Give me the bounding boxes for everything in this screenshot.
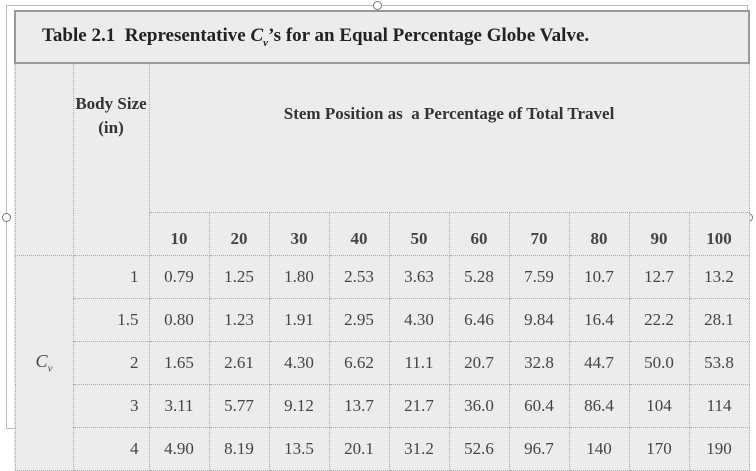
data-row: 3 3.11 5.77 9.12 13.7 21.7 36.0 60.4 86.4 104 114: [15, 384, 750, 428]
corner-cell: [14, 62, 74, 256]
body-size-header: Body Size (in): [72, 62, 150, 256]
row-label: Cv: [14, 255, 74, 471]
cv-value: 8.19: [208, 427, 270, 471]
cv-value: 1.80: [268, 255, 330, 299]
body-size: 1: [72, 255, 150, 299]
cv-value: 11.1: [388, 341, 450, 385]
cv-value: 1.65: [148, 341, 210, 385]
cv-value: 104: [628, 384, 690, 428]
cv-value: 5.77: [208, 384, 270, 428]
stem-header: Stem Position as a Percentage of Total T…: [148, 62, 750, 213]
column-header: 50: [388, 212, 450, 256]
column-header: 80: [568, 212, 630, 256]
cv-value: 13.5: [268, 427, 330, 471]
cv-value: 3.63: [388, 255, 450, 299]
column-header: 70: [508, 212, 570, 256]
cv-value: 1.23: [208, 298, 270, 342]
title-text: ’s for an Equal Percentage Globe Valve.: [268, 25, 590, 47]
cv-value: 13.2: [688, 255, 750, 299]
column-header: 90: [628, 212, 690, 256]
cv-value: 190: [688, 427, 750, 471]
cv-value: 6.46: [448, 298, 510, 342]
cv-value: 21.7: [388, 384, 450, 428]
column-header: 100: [688, 212, 750, 256]
cv-value: 140: [568, 427, 630, 471]
cv-value: 4.30: [268, 341, 330, 385]
cv-value: 20.1: [328, 427, 390, 471]
cv-value: 36.0: [448, 384, 510, 428]
data-row: 2 1.65 2.61 4.30 6.62 11.1 20.7 32.8 44.7 50.0 53.…: [15, 341, 750, 385]
title-symbol: C: [250, 25, 264, 47]
cv-value: 16.4: [568, 298, 630, 342]
column-header: 40: [328, 212, 390, 256]
cv-value: 0.79: [148, 255, 210, 299]
cv-value: 60.4: [508, 384, 570, 428]
cv-value: 86.4: [568, 384, 630, 428]
cv-value: 2.61: [208, 341, 270, 385]
body-size: 3: [72, 384, 150, 428]
data-row: 1.5 0.80 1.23 1.91 2.95 4.30 6.46 9.84 16.4 22.2 2…: [15, 298, 750, 342]
row-label-subscript: v: [47, 362, 53, 375]
data-row: 4 4.90 8.19 13.5 20.1 31.2 52.6 96.7 140 170 190: [15, 427, 750, 471]
cv-value: 1.25: [208, 255, 270, 299]
cv-value: 6.62: [328, 341, 390, 385]
cv-value: 96.7: [508, 427, 570, 471]
body-size-label: Body Size: [75, 94, 147, 113]
title-subscript: v: [263, 36, 269, 49]
cv-value: 10.7: [568, 255, 630, 299]
resize-handle[interactable]: [2, 213, 11, 222]
cv-value: 12.7: [628, 255, 690, 299]
table-title: Table 2.1 Representative Cv’s for an Equ…: [13, 10, 751, 64]
column-header: 60: [448, 212, 510, 256]
column-header: 10: [148, 212, 210, 256]
title-text: Representative: [124, 25, 251, 47]
body-size: 2: [72, 341, 150, 385]
body-size: 4: [72, 427, 150, 471]
cv-table: Table 2.1 Representative Cv’s for an Equ…: [13, 10, 751, 471]
resize-handle[interactable]: [373, 1, 382, 10]
cv-value: 4.30: [388, 298, 450, 342]
cv-value: 2.53: [328, 255, 390, 299]
cv-value: 1.91: [268, 298, 330, 342]
cv-value: 114: [688, 384, 750, 428]
cv-value: 13.7: [328, 384, 390, 428]
body-size: 1.5: [72, 298, 150, 342]
cv-value: 3.11: [148, 384, 210, 428]
data-row: Cv 1 0.79 1.25 1.80 2.53 3.63 5.28 7.59 10.7 12.7 1…: [14, 255, 750, 471]
body-size-unit: (in): [98, 118, 124, 137]
cv-value: 28.1: [688, 298, 750, 342]
cv-value: 5.28: [448, 255, 510, 299]
cv-value: 31.2: [388, 427, 450, 471]
column-header: 30: [268, 212, 330, 256]
cv-value: 20.7: [448, 341, 510, 385]
cv-value: 22.2: [628, 298, 690, 342]
cv-value: 9.12: [268, 384, 330, 428]
title-label: Table 2.1: [42, 25, 116, 47]
cv-value: 4.90: [148, 427, 210, 471]
cv-value: 7.59: [508, 255, 570, 299]
cv-value: 9.84: [508, 298, 570, 342]
cv-value: 50.0: [628, 341, 690, 385]
cv-value: 32.8: [508, 341, 570, 385]
cv-value: 52.6: [448, 427, 510, 471]
cv-value: 170: [628, 427, 690, 471]
cv-value: 53.8: [688, 341, 750, 385]
cv-value: 2.95: [328, 298, 390, 342]
column-header: 20: [208, 212, 270, 256]
row-label-symbol: C: [35, 351, 48, 372]
cv-value: 44.7: [568, 341, 630, 385]
cv-value: 0.80: [148, 298, 210, 342]
